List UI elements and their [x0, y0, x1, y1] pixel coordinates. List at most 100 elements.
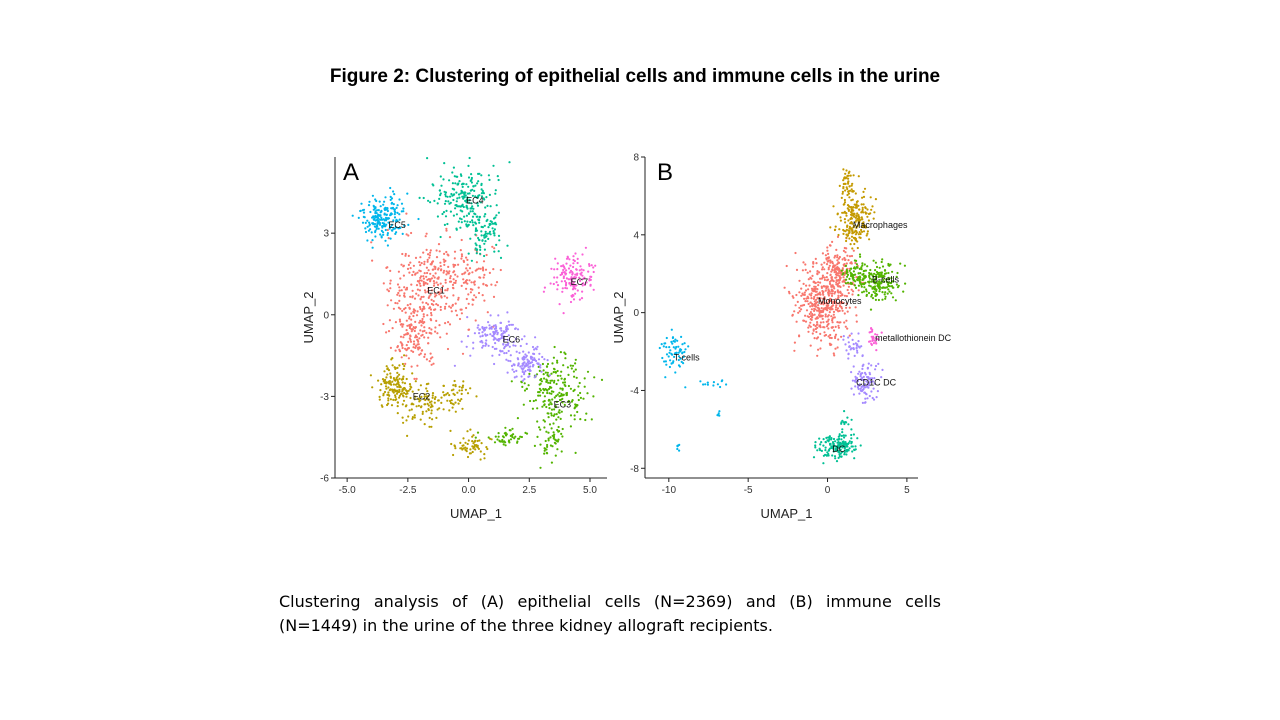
data-point	[852, 343, 855, 346]
data-point	[857, 284, 861, 287]
data-point	[849, 348, 852, 351]
data-point	[374, 235, 377, 238]
data-point	[460, 284, 463, 287]
data-point	[561, 427, 564, 431]
data-point	[427, 342, 430, 345]
data-point	[832, 205, 835, 208]
data-point	[847, 208, 850, 211]
data-point	[841, 192, 844, 195]
data-point	[471, 219, 474, 222]
data-point	[469, 237, 472, 240]
data-point	[417, 348, 420, 351]
data-point	[495, 214, 498, 217]
data-point	[881, 265, 885, 268]
data-point	[543, 449, 546, 452]
data-point	[441, 285, 444, 288]
data-point	[490, 220, 493, 223]
data-point	[486, 204, 489, 207]
data-point	[677, 345, 680, 348]
data-point	[827, 299, 831, 302]
data-point	[423, 260, 426, 263]
data-point	[460, 253, 463, 256]
data-point	[836, 445, 840, 448]
data-point	[429, 272, 432, 275]
data-point	[569, 269, 573, 272]
data-point	[406, 332, 409, 335]
data-point	[454, 401, 457, 404]
data-point	[812, 290, 815, 293]
data-point	[469, 220, 472, 224]
cluster-cd1c-dc-points	[842, 332, 884, 404]
points-layer	[351, 156, 604, 469]
data-point	[880, 282, 883, 285]
data-point	[403, 333, 406, 336]
data-point	[414, 336, 417, 339]
data-point	[545, 380, 548, 383]
data-point	[712, 384, 715, 387]
data-point	[857, 289, 860, 292]
data-point	[838, 433, 841, 436]
data-point	[468, 279, 471, 282]
data-point	[465, 306, 468, 310]
data-point	[841, 309, 844, 312]
data-point	[861, 291, 864, 294]
data-point	[495, 281, 499, 284]
data-point	[812, 323, 815, 326]
data-point	[512, 341, 515, 344]
data-point	[395, 226, 398, 229]
data-point	[498, 239, 501, 242]
data-point	[413, 377, 416, 380]
data-point	[822, 300, 825, 303]
data-point	[463, 192, 466, 195]
data-point	[879, 271, 882, 274]
data-point	[826, 285, 829, 288]
data-point	[493, 441, 497, 444]
data-point	[850, 332, 853, 335]
data-point	[433, 397, 436, 401]
data-point	[407, 415, 410, 418]
data-point	[481, 189, 484, 192]
data-point	[463, 220, 466, 223]
data-point	[475, 261, 478, 264]
data-point	[439, 269, 443, 272]
data-point	[581, 274, 584, 277]
data-point	[407, 357, 410, 360]
data-point	[457, 296, 460, 299]
data-point	[462, 197, 465, 200]
data-point	[791, 313, 794, 316]
data-point	[687, 345, 690, 348]
data-point	[457, 205, 460, 208]
data-point	[832, 280, 835, 283]
data-point	[453, 257, 456, 260]
data-point	[487, 237, 490, 240]
data-point	[519, 344, 522, 348]
data-point	[840, 455, 843, 458]
data-point	[548, 392, 551, 395]
data-point	[453, 250, 457, 253]
data-point	[474, 242, 477, 245]
data-point	[807, 278, 810, 281]
data-point	[819, 314, 822, 317]
x-tick-label: -5	[744, 485, 753, 496]
data-point	[467, 212, 470, 215]
data-point	[843, 436, 846, 439]
data-point	[435, 319, 438, 322]
data-point	[824, 440, 827, 444]
data-point	[883, 280, 886, 283]
data-point	[836, 259, 839, 262]
data-point	[570, 276, 573, 279]
data-point	[442, 178, 445, 181]
data-point	[479, 458, 482, 461]
data-point	[706, 381, 709, 384]
data-point	[676, 447, 679, 451]
data-point	[499, 256, 503, 259]
data-point	[559, 398, 563, 401]
data-point	[823, 302, 826, 305]
data-point	[453, 364, 456, 367]
data-point	[560, 280, 563, 283]
data-point	[405, 404, 408, 407]
data-point	[814, 290, 817, 293]
data-point	[844, 251, 847, 254]
data-point	[850, 387, 853, 390]
data-point	[437, 283, 440, 286]
